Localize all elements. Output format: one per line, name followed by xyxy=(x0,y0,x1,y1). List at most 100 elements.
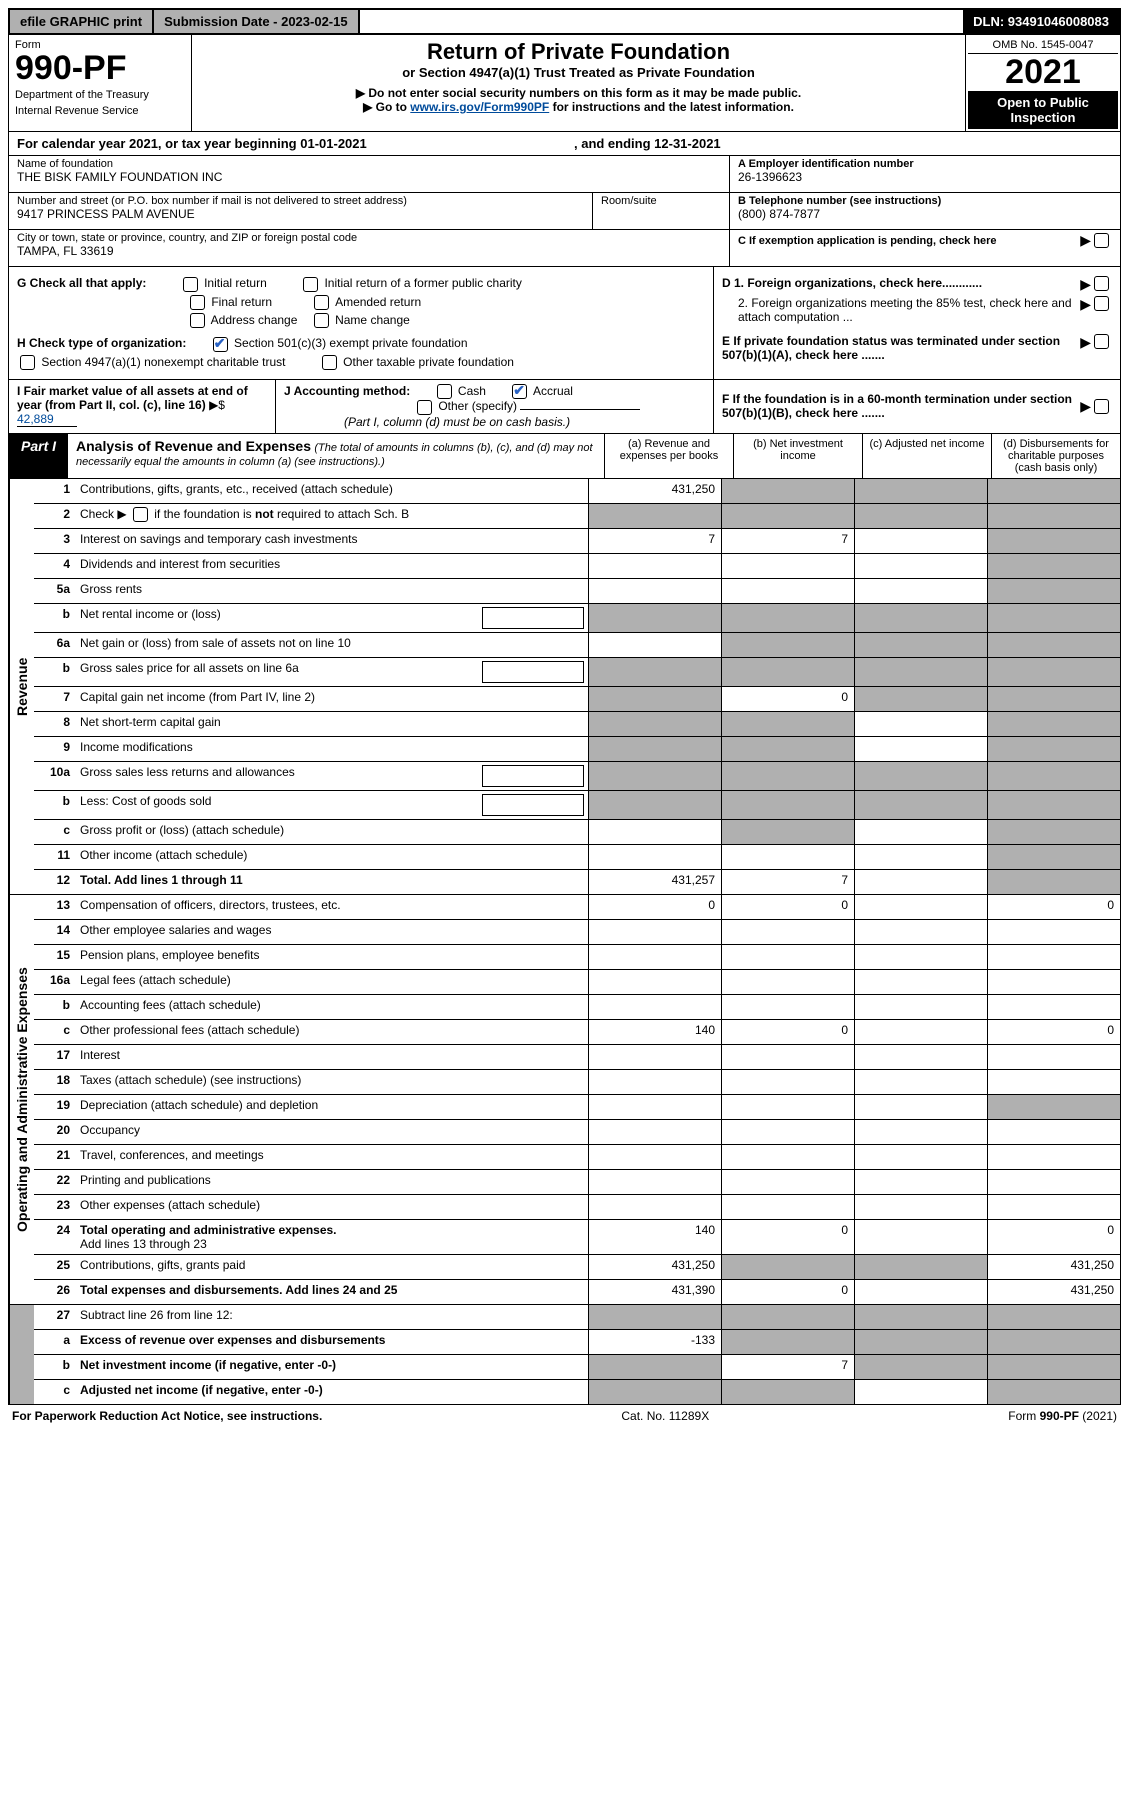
note2-post: for instructions and the latest informat… xyxy=(549,100,794,114)
row-16b-desc: Accounting fees (attach schedule) xyxy=(76,995,588,1019)
row-20-desc: Occupancy xyxy=(76,1120,588,1144)
ein-label: A Employer identification number xyxy=(738,158,1112,170)
form-id-block: Form 990-PF Department of the Treasury I… xyxy=(9,35,192,131)
footer-mid: Cat. No. 11289X xyxy=(621,1409,709,1423)
row2-post: if the foundation is not required to att… xyxy=(154,507,409,521)
g-opt5: Address change xyxy=(211,313,298,327)
row-24-b: 0 xyxy=(721,1220,854,1254)
e-label: E If private foundation status was termi… xyxy=(722,334,1080,362)
row-5b-minibox xyxy=(482,607,584,629)
row-3-b: 7 xyxy=(721,529,854,553)
exemption-checkbox[interactable] xyxy=(1094,233,1109,248)
row-8-desc: Net short-term capital gain xyxy=(76,712,588,736)
address-value: 9417 PRINCESS PALM AVENUE xyxy=(17,207,584,221)
row-22-desc: Printing and publications xyxy=(76,1170,588,1194)
row-7-b: 0 xyxy=(721,687,854,711)
i-value: 42,889 xyxy=(17,412,77,427)
omb-number: OMB No. 1545-0047 xyxy=(968,37,1118,54)
row-13-a: 0 xyxy=(588,895,721,919)
row-3-desc: Interest on savings and temporary cash i… xyxy=(76,529,588,553)
efile-print-button[interactable]: efile GRAPHIC print xyxy=(10,10,154,33)
expenses-table: Operating and Administrative Expenses 13… xyxy=(8,895,1121,1305)
row5b-text: Net rental income or (loss) xyxy=(80,607,474,629)
form-title-block: Return of Private Foundation or Section … xyxy=(192,35,965,131)
calendar-year-row: For calendar year 2021, or tax year begi… xyxy=(8,132,1121,156)
exemption-pending-cell: C If exemption application is pending, c… xyxy=(730,230,1120,257)
j-accrual-checkbox[interactable] xyxy=(512,384,527,399)
j-cash: Cash xyxy=(458,384,486,398)
part-1-header: Part I Analysis of Revenue and Expenses … xyxy=(8,434,1121,479)
g-opt6: Name change xyxy=(335,313,410,327)
d1-checkbox[interactable] xyxy=(1094,276,1109,291)
submission-date: Submission Date - 2023-02-15 xyxy=(154,10,360,33)
row-10b-minibox xyxy=(482,794,584,816)
col-d-header: (d) Disbursements for charitable purpose… xyxy=(991,434,1120,478)
page-footer: For Paperwork Reduction Act Notice, see … xyxy=(8,1405,1121,1423)
row-15-desc: Pension plans, employee benefits xyxy=(76,945,588,969)
footer-left: For Paperwork Reduction Act Notice, see … xyxy=(12,1409,322,1423)
row2-pre: Check ▶ xyxy=(80,507,127,521)
form-note-1: ▶ Do not enter social security numbers o… xyxy=(202,86,955,100)
row-7-desc: Capital gain net income (from Part IV, l… xyxy=(76,687,588,711)
row-9-desc: Income modifications xyxy=(76,737,588,761)
h-opt1: Section 501(c)(3) exempt private foundat… xyxy=(234,336,467,350)
row-27a-desc: Excess of revenue over expenses and disb… xyxy=(76,1330,588,1354)
f-checkbox[interactable] xyxy=(1094,399,1109,414)
row-16c-b: 0 xyxy=(721,1020,854,1044)
arrow-icon: ▶ xyxy=(1080,232,1091,249)
foundation-name-cell: Name of foundation THE BISK FAMILY FOUND… xyxy=(9,156,729,193)
g-opt1: Initial return xyxy=(204,276,267,290)
row-11-desc: Other income (attach schedule) xyxy=(76,845,588,869)
row6b-text: Gross sales price for all assets on line… xyxy=(80,661,474,683)
j-block: J Accounting method: Cash Accrual Other … xyxy=(275,380,713,433)
row-25-desc: Contributions, gifts, grants paid xyxy=(76,1255,588,1279)
row-6b-minibox xyxy=(482,661,584,683)
instructions-link[interactable]: www.irs.gov/Form990PF xyxy=(410,100,549,114)
row-26-desc: Total expenses and disbursements. Add li… xyxy=(76,1280,588,1304)
part-1-label: Part I xyxy=(9,434,68,478)
d1-label: D 1. Foreign organizations, check here..… xyxy=(722,276,1080,293)
room-label: Room/suite xyxy=(601,195,721,207)
col-c-header: (c) Adjusted net income xyxy=(862,434,991,478)
form-title: Return of Private Foundation xyxy=(202,39,955,65)
j-cash-checkbox[interactable] xyxy=(437,384,452,399)
d2-checkbox[interactable] xyxy=(1094,296,1109,311)
g-name-change-checkbox[interactable] xyxy=(314,313,329,328)
name-label: Name of foundation xyxy=(17,158,721,170)
g-initial-former-checkbox[interactable] xyxy=(303,277,318,292)
row-2-checkbox[interactable] xyxy=(133,507,148,522)
arrow-icon: ▶ xyxy=(1080,398,1091,415)
arrow-icon: ▶ xyxy=(1080,296,1091,324)
arrow-icon: ▶ xyxy=(1080,334,1091,362)
h-4947-checkbox[interactable] xyxy=(20,355,35,370)
e-checkbox[interactable] xyxy=(1094,334,1109,349)
row-18-desc: Taxes (attach schedule) (see instruction… xyxy=(76,1070,588,1094)
g-opt3: Final return xyxy=(211,295,272,309)
row-25-a: 431,250 xyxy=(588,1255,721,1279)
city-value: TAMPA, FL 33619 xyxy=(17,244,721,258)
phone-value: (800) 874-7877 xyxy=(738,207,1112,221)
addr-label: Number and street (or P.O. box number if… xyxy=(17,195,584,207)
row-4-desc: Dividends and interest from securities xyxy=(76,554,588,578)
j-other-checkbox[interactable] xyxy=(417,400,432,415)
tax-year: 2021 xyxy=(968,54,1118,91)
h-other-taxable-checkbox[interactable] xyxy=(322,355,337,370)
h-opt3: Other taxable private foundation xyxy=(343,355,514,369)
row-2-desc: Check ▶ if the foundation is not require… xyxy=(76,504,588,528)
g-final-return-checkbox[interactable] xyxy=(190,295,205,310)
f-label: F If the foundation is in a 60-month ter… xyxy=(722,392,1080,420)
summary-side xyxy=(9,1305,34,1404)
row-26-b: 0 xyxy=(721,1280,854,1304)
row-10a-desc: Gross sales less returns and allowances xyxy=(76,762,588,790)
dept-irs: Internal Revenue Service xyxy=(15,105,185,117)
g-address-change-checkbox[interactable] xyxy=(190,313,205,328)
expenses-side-label: Operating and Administrative Expenses xyxy=(9,895,34,1304)
form-number: 990-PF xyxy=(15,51,185,85)
g-opt2: Initial return of a former public charit… xyxy=(324,276,521,290)
city-label: City or town, state or province, country… xyxy=(17,232,721,244)
j-other: Other (specify) xyxy=(438,399,517,413)
g-amended-checkbox[interactable] xyxy=(314,295,329,310)
row-5b-desc: Net rental income or (loss) xyxy=(76,604,588,632)
h-501c3-checkbox[interactable] xyxy=(213,337,228,352)
g-initial-return-checkbox[interactable] xyxy=(183,277,198,292)
